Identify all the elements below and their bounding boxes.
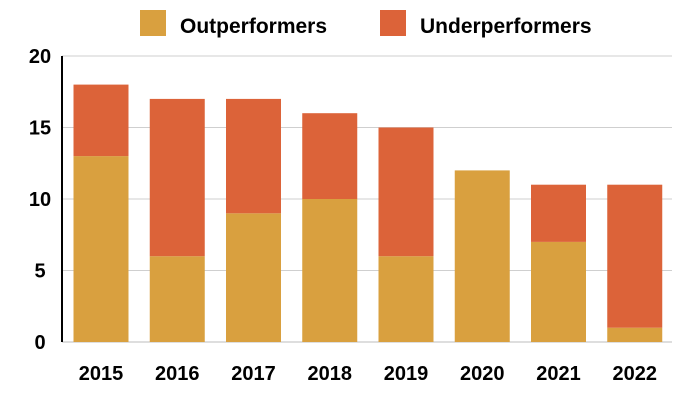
bar-outperformers-2019 (378, 256, 434, 342)
bar-outperformers-2020 (454, 170, 510, 342)
x-tick-label-2019: 2019 (384, 363, 429, 385)
y-tick-label-20: 20 (29, 46, 51, 68)
bar-underperformers-2022 (607, 184, 663, 328)
legend-swatch-underperformers (380, 10, 406, 36)
x-tick-label-2018: 2018 (308, 363, 353, 385)
bar-underperformers-2021 (531, 184, 586, 242)
x-tick-label-2017: 2017 (231, 363, 276, 385)
y-tick-label-10: 10 (29, 189, 51, 211)
legend-label-underperformers: Underperformers (420, 15, 592, 38)
bar-outperformers-2016 (149, 256, 205, 342)
y-tick-label-5: 5 (34, 261, 45, 283)
x-tick-label-2016: 2016 (155, 363, 200, 385)
x-tick-label-2015: 2015 (79, 363, 124, 385)
y-tick-label-0: 0 (34, 332, 45, 354)
bar-underperformers-2016 (149, 98, 205, 257)
y-tick-label-15: 15 (29, 118, 51, 140)
x-axis-ticks: 2015 2016 2017 2018 2019 2020 2021 2022 (79, 363, 657, 385)
bar-underperformers-2017 (226, 98, 281, 214)
bar-outperformers-2015 (73, 156, 129, 342)
x-tick-label-2021: 2021 (536, 363, 581, 385)
bar-outperformers-2021 (531, 241, 586, 342)
legend-swatch-outperformers (140, 10, 166, 36)
x-tick-label-2020: 2020 (460, 363, 505, 385)
bar-outperformers-2017 (226, 213, 281, 342)
bar-outperformers-2022 (607, 327, 663, 342)
y-axis-ticks: 0 5 10 15 20 (29, 46, 51, 354)
bar-underperformers-2018 (302, 113, 358, 199)
bar-underperformers-2019 (378, 127, 434, 257)
bar-underperformers-2015 (73, 84, 129, 157)
legend-label-outperformers: Outperformers (180, 15, 327, 38)
bar-outperformers-2018 (302, 199, 358, 342)
bars (73, 84, 663, 342)
legend: Outperformers Underperformers (140, 10, 592, 38)
x-tick-label-2022: 2022 (613, 363, 658, 385)
